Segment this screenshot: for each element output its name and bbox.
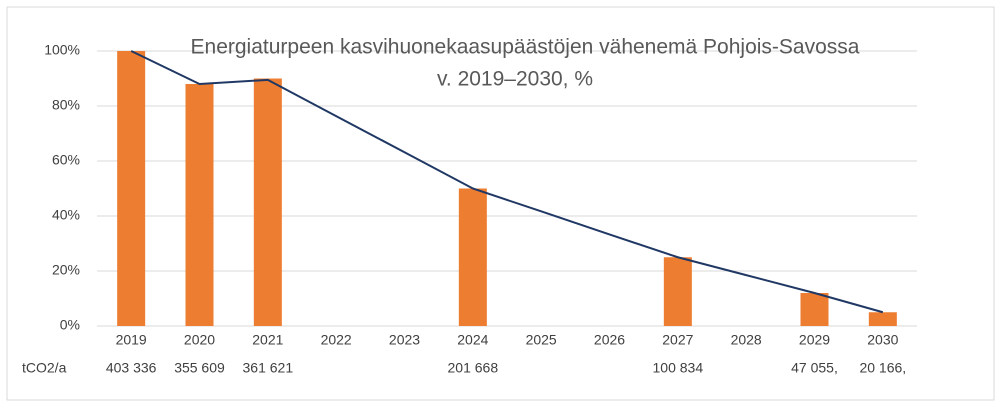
bar	[868, 312, 897, 326]
x-tick-label: 2020	[184, 332, 215, 348]
chart-border	[6, 6, 995, 401]
table-value: 201 668	[448, 360, 499, 376]
y-tick-label: 40%	[52, 207, 80, 223]
y-tick-label: 60%	[52, 152, 80, 168]
x-tick-label: 2019	[116, 332, 147, 348]
x-tick-label: 2024	[457, 332, 488, 348]
table-value: 361 621	[243, 360, 294, 376]
x-tick-label: 2025	[526, 332, 557, 348]
chart-title: v. 2019–2030, %	[437, 68, 593, 91]
x-tick-label: 2026	[594, 332, 625, 348]
bar	[663, 257, 692, 326]
table-value: 20 166,	[859, 360, 906, 376]
bar	[253, 78, 282, 326]
table-row-label: tCO2/a	[22, 360, 67, 376]
chart-title: Energiaturpeen kasvihuonekaasupäästöjen …	[191, 36, 860, 59]
bar	[458, 188, 487, 326]
bar	[800, 293, 829, 326]
y-tick-label: 20%	[52, 262, 80, 278]
line	[130, 50, 884, 314]
bar	[117, 51, 146, 326]
x-tick-label: 2023	[389, 332, 420, 348]
table-value: 403 336	[106, 360, 157, 376]
y-tick-label: 0%	[60, 317, 80, 333]
y-tick-label: 100%	[44, 42, 80, 58]
table-value: 355 609	[174, 360, 225, 376]
table-value: 47 055,	[791, 360, 838, 376]
x-tick-label: 2030	[867, 332, 898, 348]
bar	[185, 84, 214, 326]
x-tick-label: 2022	[321, 332, 352, 348]
x-tick-label: 2029	[799, 332, 830, 348]
table-value: 100 834	[653, 360, 704, 376]
x-tick-label: 2027	[662, 332, 693, 348]
x-tick-label: 2021	[252, 332, 283, 348]
y-tick-label: 80%	[52, 97, 80, 113]
x-tick-label: 2028	[731, 332, 762, 348]
